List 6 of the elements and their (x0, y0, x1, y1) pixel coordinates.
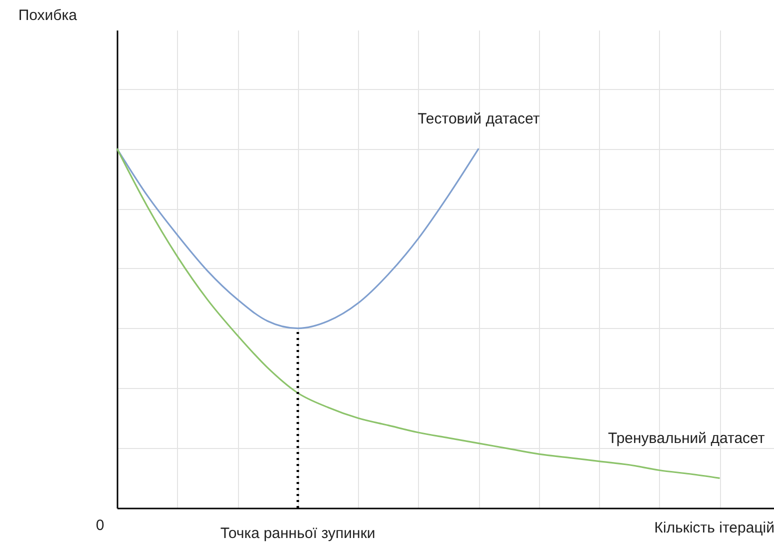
text: Похибка (18, 7, 78, 24)
x-axis-title: Кількість ітерацій (654, 520, 774, 536)
series-label: Тестовий датасет (418, 110, 540, 128)
text: 0 (96, 517, 104, 534)
series-label: Тренувальний датасет (608, 430, 765, 448)
text: Точка ранньої зупинки (220, 525, 376, 542)
